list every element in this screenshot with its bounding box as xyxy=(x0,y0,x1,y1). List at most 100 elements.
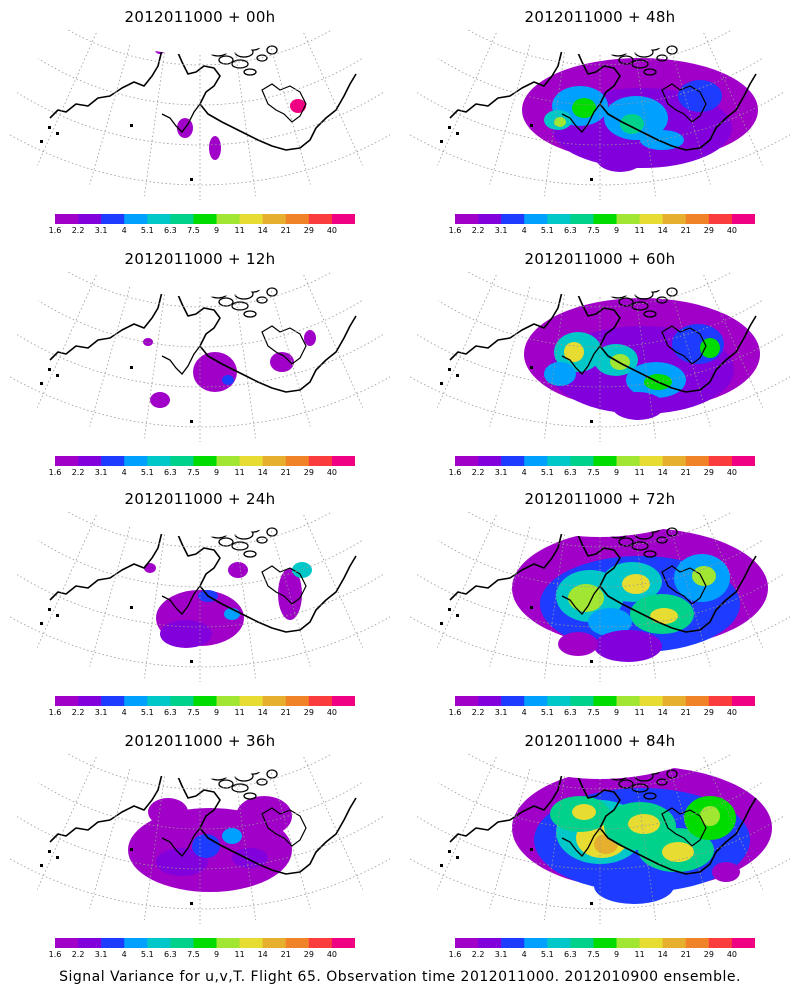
colorbar-swatch xyxy=(78,696,102,706)
colorbar-tick-label: 5.1 xyxy=(540,950,554,959)
colorbar-swatch xyxy=(101,938,125,948)
colorbar-tick-label: 9 xyxy=(213,226,220,235)
panel-title: 2012011000 + 24h xyxy=(124,490,276,508)
colorbar-tick-label: 40 xyxy=(726,226,738,235)
colorbar-tick-label: 40 xyxy=(726,468,738,477)
colorbar-swatch xyxy=(570,938,594,948)
variance-contour xyxy=(270,352,294,372)
colorbar-tick-label: 7.5 xyxy=(587,468,600,477)
colorbar-swatch xyxy=(501,214,525,224)
colorbar-tick-label: 7.5 xyxy=(587,950,600,959)
colorbar-swatch xyxy=(524,696,548,706)
colorbar-swatch xyxy=(662,696,687,706)
colorbar-tick-label: 4 xyxy=(521,708,527,717)
colorbar-swatch xyxy=(124,938,148,948)
colorbar-tick-label: 5.1 xyxy=(140,226,154,235)
colorbar-swatch xyxy=(308,214,333,224)
colorbar-swatch xyxy=(331,214,355,224)
variance-map xyxy=(410,30,790,200)
variance-contour xyxy=(156,848,208,876)
colorbar-tick-label: 7.5 xyxy=(187,226,200,235)
colorbar-swatch xyxy=(285,456,310,466)
variance-contour xyxy=(612,392,664,420)
colorbar-tick-label: 7.5 xyxy=(187,708,200,717)
variance-contour xyxy=(640,130,684,150)
colorbar-tick-label: 14 xyxy=(657,468,668,477)
colorbar-swatch xyxy=(147,214,171,224)
colorbar-tick-label: 11 xyxy=(234,950,245,959)
colorbar-swatch xyxy=(708,456,733,466)
colorbar-tick-label: 1.6 xyxy=(48,226,62,235)
variance-contour xyxy=(278,568,302,620)
forecast-panel: 2012011000 + 84h 1.6 2.2 3.1 4 5.1 6.3 7.5 9 11 14… xyxy=(410,732,790,962)
colorbar: 1.6 2.2 3.1 4 5.1 6.3 7.5 9 11 14 21 29 40 xyxy=(49,938,355,962)
colorbar-swatch xyxy=(478,214,502,224)
colorbar-tick-label: 5.1 xyxy=(140,468,154,477)
variance-contour xyxy=(588,608,632,636)
colorbar-tick-label: 6.3 xyxy=(164,708,177,717)
panel-title: 2012011000 + 36h xyxy=(124,732,276,750)
variance-contour xyxy=(148,798,188,826)
colorbar-tick-label: 21 xyxy=(280,950,291,959)
colorbar-swatch xyxy=(524,456,548,466)
colorbar-swatch xyxy=(239,214,263,224)
colorbar-swatch xyxy=(731,696,755,706)
colorbar-swatch xyxy=(101,456,125,466)
colorbar-tick-label: 29 xyxy=(703,226,714,235)
colorbar-tick-label: 11 xyxy=(234,468,245,477)
colorbar-swatch xyxy=(616,456,640,466)
colorbar-tick-label: 3.1 xyxy=(494,708,508,717)
colorbar-swatch xyxy=(216,456,240,466)
colorbar-swatch xyxy=(616,214,640,224)
colorbar-tick-label: 2.2 xyxy=(471,708,485,717)
colorbar-swatch xyxy=(170,696,194,706)
variance-contour xyxy=(150,392,170,408)
variance-contour xyxy=(678,80,722,112)
variance-contour xyxy=(572,804,596,820)
colorbar-swatch xyxy=(124,214,148,224)
variance-contour xyxy=(544,362,576,386)
colorbar-swatch xyxy=(78,456,102,466)
colorbar-tick-label: 14 xyxy=(257,226,268,235)
variance-contour xyxy=(192,834,220,858)
colorbar-tick-label: 6.3 xyxy=(564,226,577,235)
panel-title: 2012011000 + 48h xyxy=(524,8,676,26)
colorbar-swatch xyxy=(501,456,525,466)
colorbar-tick-label: 3.1 xyxy=(94,226,108,235)
panel-title: 2012011000 + 84h xyxy=(524,732,676,750)
colorbar-swatch xyxy=(501,696,525,706)
colorbar-tick-label: 14 xyxy=(257,468,268,477)
colorbar-tick-label: 21 xyxy=(680,226,691,235)
colorbar-swatch xyxy=(685,696,710,706)
variance-contour xyxy=(222,375,234,385)
colorbar: 1.6 2.2 3.1 4 5.1 6.3 7.5 9 11 14 21 29 40 xyxy=(49,214,355,238)
colorbar-swatch xyxy=(331,456,355,466)
colorbar-tick-label: 14 xyxy=(257,950,268,959)
variance-contour xyxy=(692,566,716,586)
variance-contour xyxy=(622,574,650,594)
colorbar-swatch xyxy=(593,696,617,706)
colorbar-tick-label: 11 xyxy=(634,226,645,235)
colorbar-swatch xyxy=(262,938,287,948)
colorbar-tick-label: 4 xyxy=(121,708,127,717)
forecast-panel: 2012011000 + 24h 1.6 2.2 3.1 4 5.1 6.3 7.5 9 11 14… xyxy=(10,490,390,720)
colorbar-tick-label: 11 xyxy=(634,950,645,959)
colorbar-tick-label: 40 xyxy=(326,950,338,959)
colorbar-swatch xyxy=(308,938,333,948)
colorbar-swatch xyxy=(570,456,594,466)
variance-contour xyxy=(712,862,740,882)
colorbar-swatch xyxy=(731,214,755,224)
colorbar-tick-label: 3.1 xyxy=(94,468,108,477)
forecast-panel: 2012011000 + 00h 1.6 2.2 3.1 4 5.1 6.3 7.5 9 11 14… xyxy=(10,8,390,238)
colorbar-swatch xyxy=(147,938,171,948)
colorbar-swatch xyxy=(731,456,755,466)
colorbar-tick-label: 29 xyxy=(303,950,314,959)
colorbar-swatch xyxy=(147,456,171,466)
colorbar-tick-label: 1.6 xyxy=(48,950,62,959)
variance-contour xyxy=(155,46,165,54)
colorbar-swatch xyxy=(285,214,310,224)
colorbar-swatch xyxy=(662,456,687,466)
colorbar-swatch xyxy=(331,938,355,948)
variance-contour xyxy=(650,608,678,624)
variance-map xyxy=(10,30,390,200)
